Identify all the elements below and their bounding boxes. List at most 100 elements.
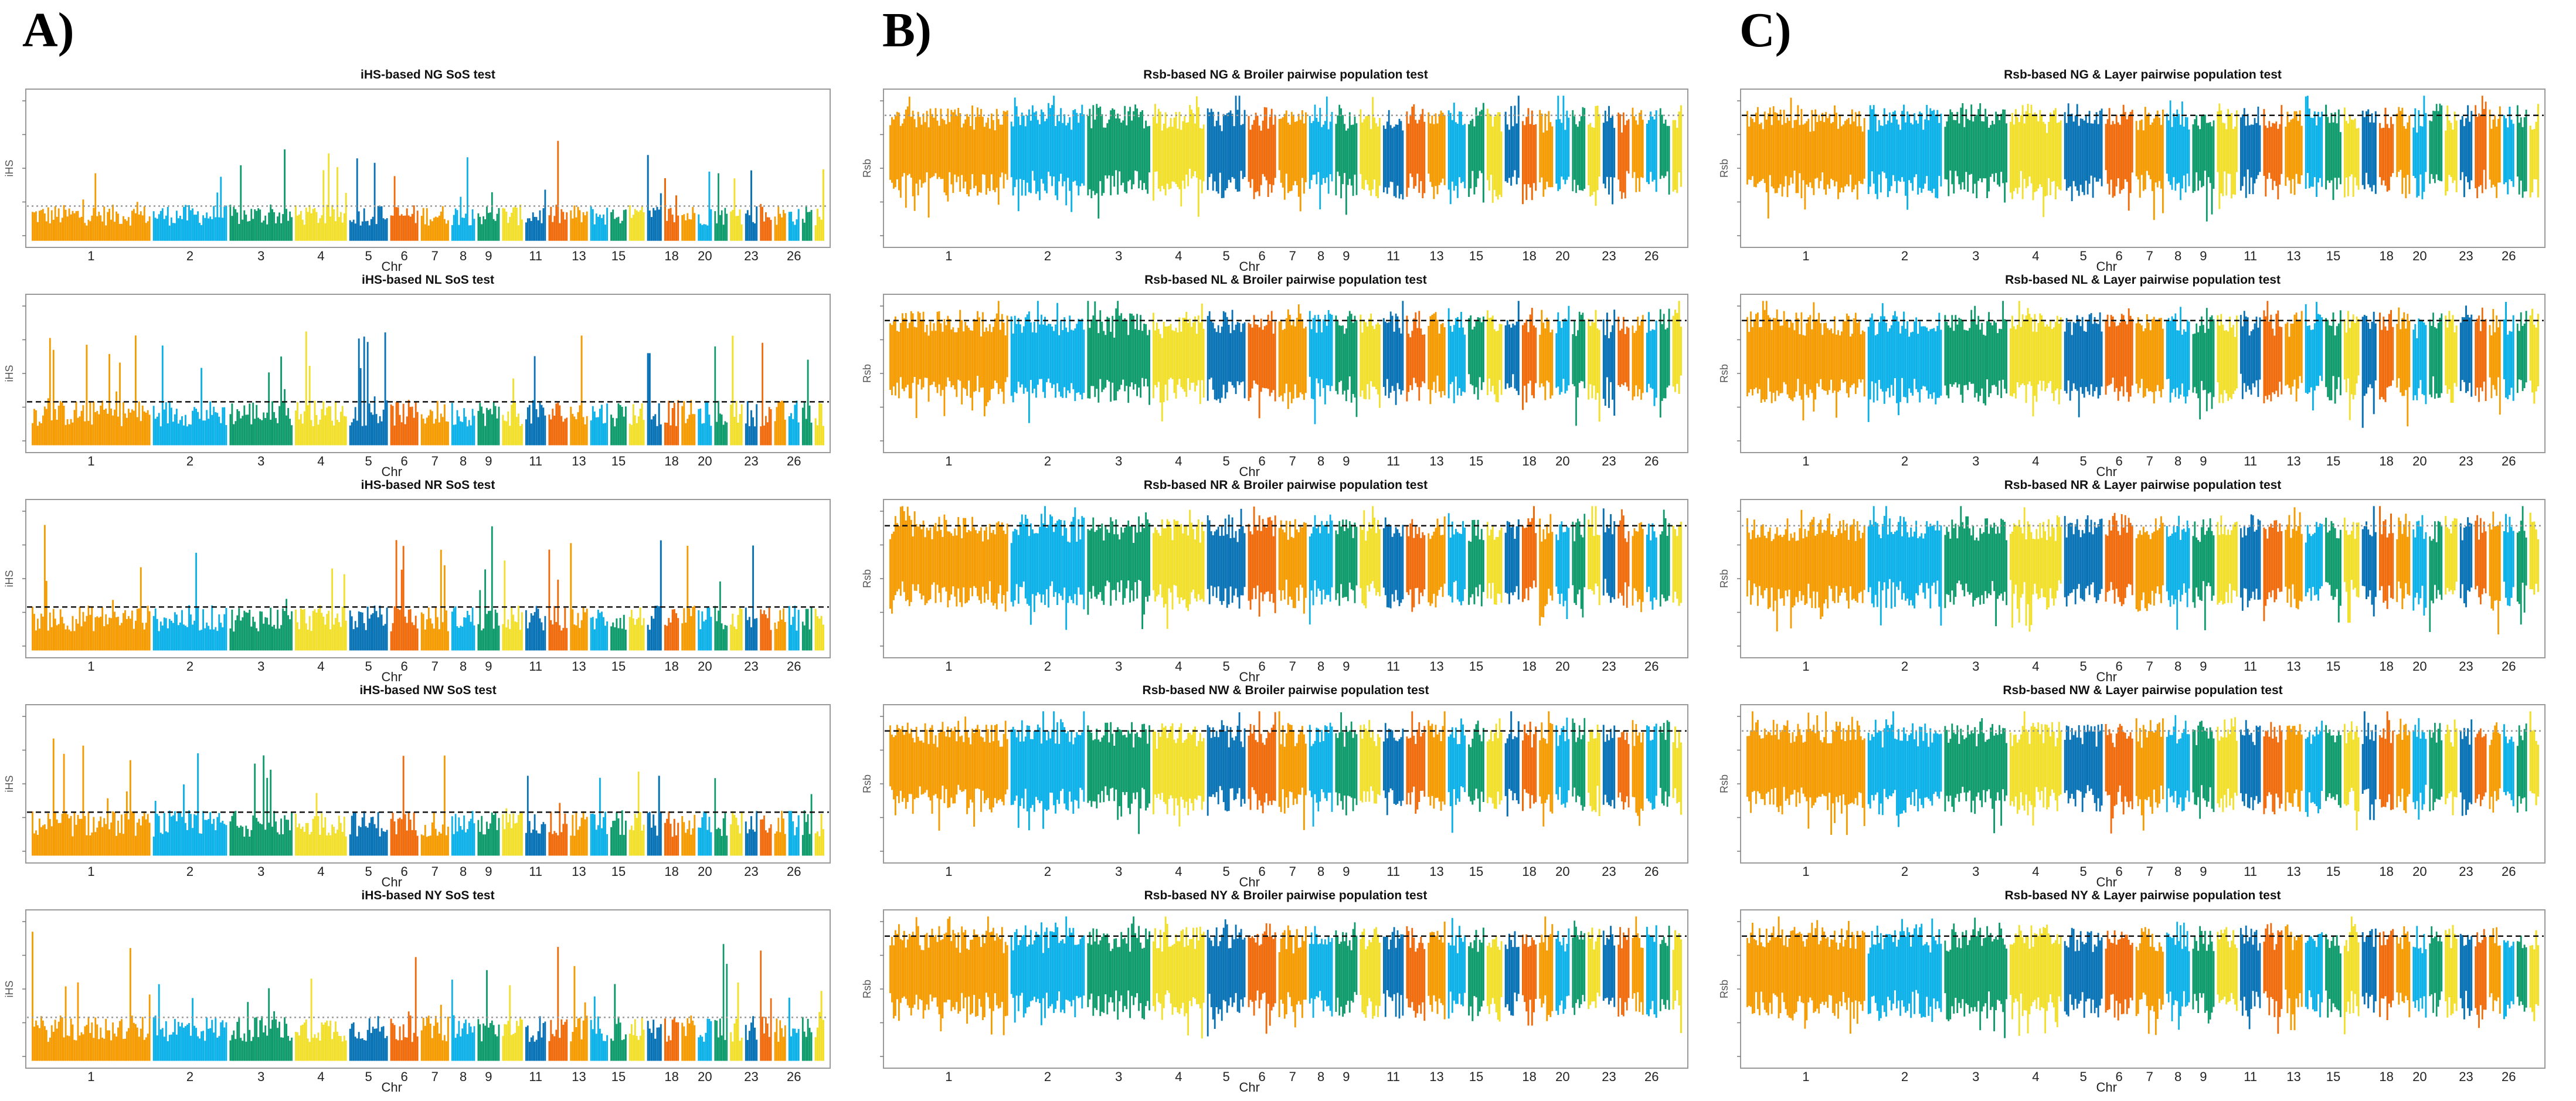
x-tick-label: 4 <box>2032 1069 2039 1084</box>
chromosome-23-points <box>745 170 758 241</box>
chromosome-2-points <box>1010 506 1085 630</box>
x-tick-label: 18 <box>664 864 678 879</box>
chromosome-4-points <box>1153 723 1205 827</box>
y-axis-label: Rsb <box>1718 980 1730 998</box>
chromosome-5-points <box>2064 312 2103 417</box>
x-tick-label: 23 <box>744 249 758 263</box>
chromosome-21-points <box>1572 920 1586 1015</box>
x-axis-label: Chr <box>1239 670 1260 684</box>
chromosome-14-points <box>1447 718 1466 833</box>
chromosome-6-points <box>2105 723 2133 834</box>
chromosome-24-points <box>2475 515 2487 604</box>
x-tick-label: 23 <box>744 659 758 674</box>
chromosome-3-points <box>1087 722 1151 834</box>
x-tick-label: 20 <box>2412 454 2427 468</box>
chromosome-21-points <box>2429 723 2443 811</box>
x-tick-label: 1 <box>87 1069 94 1084</box>
x-tick-label: 1 <box>87 864 94 879</box>
x-axis-label: Chr <box>1239 464 1260 479</box>
x-tick-label: 5 <box>1223 249 1230 263</box>
x-tick-label: 7 <box>1289 864 1296 879</box>
x-tick-label: 7 <box>2146 454 2153 468</box>
chromosome-18-points <box>2378 506 2394 609</box>
x-tick-label: 26 <box>787 659 801 674</box>
x-tick-label: 5 <box>1223 864 1230 879</box>
x-tick-label: 13 <box>1429 249 1443 263</box>
chromosome-6-points <box>2105 308 2133 402</box>
chromosome-11-points <box>2239 925 2261 1029</box>
chart-title: iHS-based NW SoS test <box>359 684 496 697</box>
chromosome-18-points <box>2378 107 2394 192</box>
chromosome-24-points <box>2475 728 2487 807</box>
chart-title: Rsb-based NR & Broiler pairwise populati… <box>1144 478 1428 492</box>
x-tick-label: 7 <box>431 454 439 468</box>
x-tick-label: 9 <box>2200 454 2207 468</box>
chromosome-1-points <box>32 932 151 1061</box>
x-tick-label: 11 <box>1386 1069 1400 1084</box>
chromosome-22-points <box>1588 106 1600 206</box>
x-tick-label: 3 <box>257 249 264 263</box>
x-tick-label: 6 <box>401 1069 408 1084</box>
x-tick-label: 3 <box>1115 659 1122 674</box>
x-axis-label: Chr <box>382 1080 402 1095</box>
chromosome-5-points <box>349 158 388 241</box>
chromosome-2-points <box>152 552 227 651</box>
chart-title: Rsb-based NL & Broiler pairwise populati… <box>1144 273 1427 287</box>
chromosome-9-points <box>2192 114 2215 222</box>
chromosome-15-points <box>1468 721 1484 812</box>
chromosome-28-points <box>1672 301 1682 394</box>
chromosome-12-points <box>1406 926 1426 1021</box>
chromosome-5-points <box>349 332 388 446</box>
chromosome-4-points <box>1153 96 1205 217</box>
chromosome-20-points <box>1555 305 1570 395</box>
x-tick-label: 8 <box>1317 659 1324 674</box>
chromosome-28-points <box>1672 521 1682 606</box>
chromosome-2-points <box>152 753 227 856</box>
x-tick-label: 13 <box>1429 864 1443 879</box>
chromosome-27-points <box>2516 105 2527 198</box>
chromosome-24-points <box>2475 929 2487 1028</box>
x-tick-label: 11 <box>1386 659 1400 674</box>
chromosome-28-points <box>814 991 824 1061</box>
x-axis-label: Chr <box>2096 875 2117 889</box>
x-tick-label: 7 <box>2146 659 2153 674</box>
x-tick-label: 15 <box>1469 1069 1483 1084</box>
chromosome-14-points <box>590 610 609 651</box>
chart-C2: Rsb-based NL & Layer pairwise population… <box>1718 273 2546 479</box>
x-tick-label: 15 <box>2326 1069 2340 1084</box>
x-tick-label: 4 <box>317 454 324 468</box>
chromosome-23-points <box>745 545 758 651</box>
chromosome-11-points <box>525 606 546 651</box>
x-tick-label: 4 <box>317 864 324 879</box>
x-tick-label: 11 <box>1386 249 1400 263</box>
x-tick-label: 20 <box>1555 659 1569 674</box>
x-tick-label: 5 <box>2080 454 2087 468</box>
chromosome-18-points <box>1521 108 1537 205</box>
chromosome-23-points <box>2459 933 2473 1020</box>
chromosome-4-points <box>2010 711 2062 826</box>
chromosome-10-points <box>1360 720 1381 804</box>
chromosome-19-points <box>1539 310 1554 400</box>
chromosome-16-points <box>2343 916 2360 1035</box>
chromosome-2-points <box>1867 303 1942 422</box>
chromosome-19-points <box>2396 718 2411 813</box>
x-tick-label: 20 <box>698 659 712 674</box>
chromosome-24-points <box>1617 112 1630 199</box>
chromosome-26-points <box>2503 107 2514 195</box>
chromosome-5-points <box>2064 927 2103 1018</box>
chromosome-17-points <box>1504 301 1520 395</box>
chromosome-24-points <box>1617 730 1630 810</box>
chromosome-3-points <box>1087 301 1151 405</box>
x-tick-label: 15 <box>2326 864 2340 879</box>
chromosome-9-points <box>2192 308 2215 420</box>
chromosome-11-points <box>2239 106 2261 198</box>
y-axis-label: iHS <box>4 775 15 792</box>
chromosome-23-points <box>1602 106 1616 205</box>
x-tick-label: 13 <box>2286 249 2300 263</box>
chromosome-14-points <box>1447 918 1466 1019</box>
chromosome-22-points <box>730 607 743 651</box>
chart-title: Rsb-based NR & Layer pairwise population… <box>2004 478 2282 492</box>
x-tick-label: 3 <box>1972 1069 1979 1084</box>
chromosome-13-points <box>1428 110 1446 199</box>
x-tick-label: 18 <box>2379 454 2393 468</box>
